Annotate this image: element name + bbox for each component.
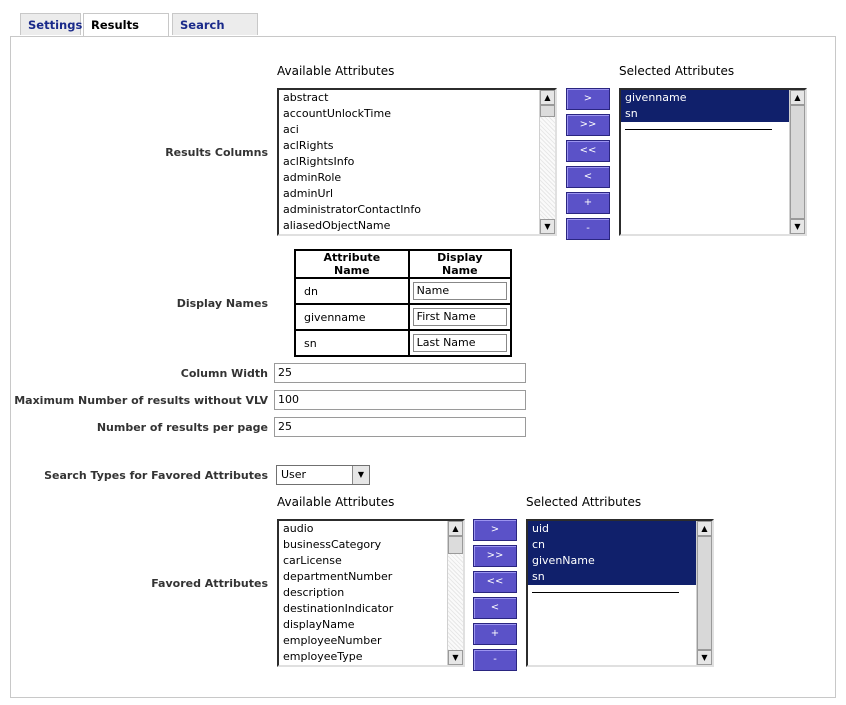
arrow-down-icon[interactable]: ▼ (790, 219, 805, 234)
move-up-button[interactable]: + (566, 192, 610, 214)
list-item[interactable]: description (283, 586, 345, 599)
add-all-button[interactable]: >> (566, 114, 610, 136)
selected-attributes-caption: Selected Attributes (619, 64, 735, 78)
list-item[interactable]: departmentNumber (283, 570, 393, 583)
list-item[interactable]: displayName (283, 618, 355, 631)
column-width-input[interactable]: 25 (274, 363, 526, 383)
move-up-button[interactable]: + (473, 623, 517, 645)
arrow-up-icon[interactable]: ▲ (448, 521, 463, 536)
list-item[interactable]: uid (528, 521, 697, 537)
scroll-thumb[interactable] (448, 536, 463, 554)
remove-all-button[interactable]: << (566, 140, 610, 162)
results-per-page-input[interactable]: 25 (274, 417, 526, 437)
scroll-thumb[interactable] (697, 536, 712, 650)
arrow-up-icon[interactable]: ▲ (697, 521, 712, 536)
scrollbar[interactable]: ▲ ▼ (789, 90, 805, 234)
list-item[interactable]: sn (621, 106, 790, 122)
list-item[interactable]: administratorContactInfo (283, 203, 422, 216)
available-attributes-caption: Available Attributes (277, 64, 395, 78)
list-item[interactable]: aci (283, 123, 299, 136)
arrow-down-icon[interactable]: ▼ (448, 650, 463, 665)
tab-results-table[interactable]: Results Table (83, 13, 169, 54)
list-item[interactable]: aliasedObjectName (283, 219, 391, 232)
results-columns-label: Results Columns (165, 146, 268, 159)
results-selected-list[interactable]: givenname sn ▲ ▼ (619, 88, 807, 236)
table-row: givenname First Name (294, 303, 513, 331)
chevron-down-icon[interactable]: ▼ (352, 466, 369, 484)
list-item[interactable]: businessCategory (283, 538, 382, 551)
remove-all-button[interactable]: << (473, 571, 517, 593)
list-item[interactable]: audio (283, 522, 314, 535)
display-name-input[interactable]: First Name (412, 308, 507, 326)
favored-available-list[interactable]: audio businessCategory carLicense depart… (277, 519, 465, 667)
attribute-name-cell: sn (294, 329, 410, 357)
list-item[interactable]: employeeType (283, 650, 363, 663)
add-button[interactable]: > (473, 519, 517, 541)
scrollbar[interactable]: ▲ ▼ (539, 90, 555, 234)
arrow-down-icon[interactable]: ▼ (540, 219, 555, 234)
list-item[interactable]: sn (528, 569, 697, 585)
tab-search-types[interactable]: Search Types (172, 13, 258, 54)
arrow-down-icon[interactable]: ▼ (697, 650, 712, 665)
add-button[interactable]: > (566, 88, 610, 110)
display-name-input[interactable]: Name (412, 282, 507, 300)
scroll-thumb[interactable] (790, 105, 805, 219)
table-row: sn Last Name (294, 329, 513, 357)
display-names-table: Attribute Name Display Name dn Name give… (294, 249, 513, 357)
list-item[interactable]: aclRightsInfo (283, 155, 355, 168)
table-row: dn Name (294, 277, 513, 305)
max-results-input[interactable]: 100 (274, 390, 526, 410)
list-item[interactable]: abstract (283, 91, 329, 104)
list-item[interactable]: givenname (621, 90, 790, 106)
arrow-up-icon[interactable]: ▲ (790, 90, 805, 105)
attribute-name-cell: givenname (294, 303, 410, 331)
column-width-label: Column Width (180, 367, 268, 380)
divider (625, 129, 772, 130)
search-type-value: User (281, 468, 307, 481)
list-item[interactable]: cn (528, 537, 697, 553)
scroll-thumb[interactable] (540, 105, 555, 117)
column-header: Attribute Name (294, 249, 410, 279)
column-header: Display Name (407, 249, 513, 279)
move-down-button[interactable]: - (473, 649, 517, 671)
list-item[interactable]: aclRights (283, 139, 334, 152)
favored-attributes-label: Favored Attributes (151, 577, 268, 590)
display-name-input[interactable]: Last Name (412, 334, 507, 352)
results-available-list[interactable]: abstract accountUnlockTime aci aclRights… (277, 88, 557, 236)
list-item[interactable]: givenName (528, 553, 697, 569)
search-types-favored-label: Search Types for Favored Attributes (44, 469, 268, 482)
scrollbar[interactable]: ▲ ▼ (447, 521, 463, 665)
scrollbar[interactable]: ▲ ▼ (696, 521, 712, 665)
move-down-button[interactable]: - (566, 218, 610, 240)
favored-selected-caption: Selected Attributes (526, 495, 642, 509)
tab-settings[interactable]: Settings (20, 13, 82, 35)
favored-selected-list[interactable]: uid cn givenName sn ▲ ▼ (526, 519, 714, 667)
add-all-button[interactable]: >> (473, 545, 517, 567)
arrow-up-icon[interactable]: ▲ (540, 90, 555, 105)
list-item[interactable]: accountUnlockTime (283, 107, 391, 120)
results-per-page-label: Number of results per page (96, 421, 268, 434)
list-item[interactable]: adminRole (283, 171, 342, 184)
remove-button[interactable]: < (473, 597, 517, 619)
list-item[interactable]: carLicense (283, 554, 342, 567)
list-item[interactable]: adminUrl (283, 187, 334, 200)
attribute-name-cell: dn (294, 277, 410, 305)
list-item[interactable]: destinationIndicator (283, 602, 394, 615)
display-names-label: Display Names (176, 297, 268, 310)
list-item[interactable]: employeeNumber (283, 634, 382, 647)
remove-button[interactable]: < (566, 166, 610, 188)
search-type-select[interactable]: User ▼ (276, 465, 370, 485)
max-results-label: Maximum Number of results without VLV (14, 394, 268, 407)
favored-available-caption: Available Attributes (277, 495, 395, 509)
divider (532, 592, 679, 593)
